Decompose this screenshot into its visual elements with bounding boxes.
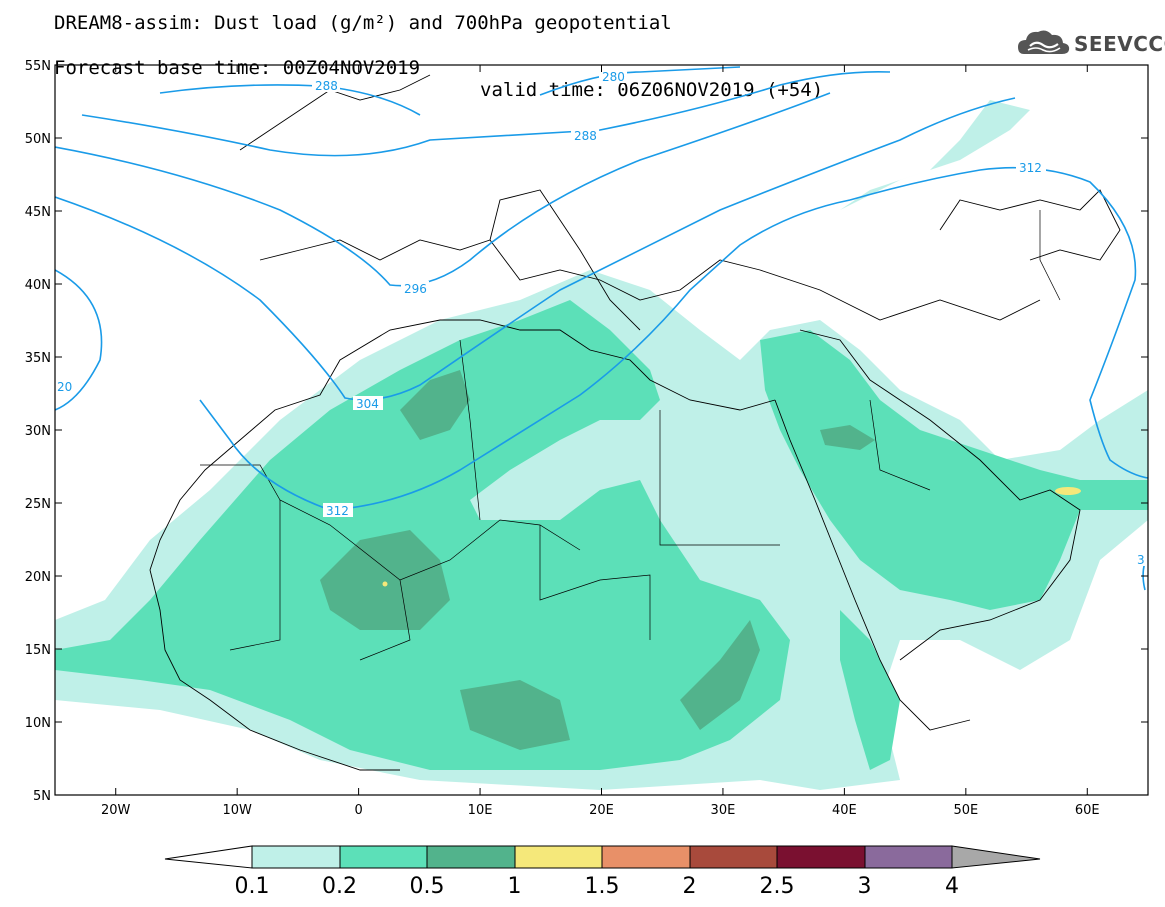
colorbar-bin-0.1 [251, 845, 341, 869]
lon-tick-label: 10E [468, 803, 493, 818]
contour-280 [539, 66, 741, 96]
lat-tick-label: 30N [25, 424, 51, 439]
dust-shading-0.1-ne [840, 100, 1030, 210]
contour-label: 280 [602, 70, 625, 84]
colorbar-bin-0.5 [426, 845, 516, 869]
valid-time: valid time: 06Z06NOV2019 (+54) [480, 79, 824, 101]
dust-shading-1.0-oman [1055, 487, 1081, 495]
lat-tick-label: 55N [25, 59, 51, 74]
lon-tick-label: 50E [953, 803, 978, 818]
colorbar-label: 0.1 [235, 874, 270, 899]
dust-shading-0.5-e [820, 425, 875, 450]
dust-shading-0.2 [55, 300, 790, 770]
contour-label: 20 [57, 380, 72, 394]
colorbar-label: 2 [683, 874, 697, 899]
map-title: DREAM8-assim: Dust load (g/m²) and 700hP… [54, 12, 672, 34]
contour-label: 296 [404, 282, 427, 296]
lat-tick-label: 40N [25, 278, 51, 293]
lon-tick-label: 0 [354, 803, 362, 818]
colorbar-bin-1.5 [601, 845, 691, 869]
lat-tick-label: 10N [25, 716, 51, 731]
cloud-logo-icon [1018, 30, 1070, 54]
colorbar-label: 3 [858, 874, 872, 899]
lat-tick-label: 35N [25, 351, 51, 366]
colorbar-low-arrow [164, 845, 253, 869]
colorbar-bin-1 [514, 845, 603, 869]
lat-tick-label: 50N [25, 132, 51, 147]
contour-label: 312 [326, 504, 349, 518]
contour-labels: 288 280 288 312 296 304 312 20 3 [55, 69, 1148, 567]
forecast-times: Forecast base time: 00Z04NOV2019 valid t… [54, 35, 823, 101]
lon-tick-label: 60E [1075, 803, 1100, 818]
colorbar-label: 1 [508, 874, 522, 899]
dust-shading-0.5-b [400, 370, 470, 440]
colorbar-label: 0.5 [410, 874, 445, 899]
colorbar-bin-2.5 [776, 845, 866, 869]
lat-tick-label: 45N [25, 205, 51, 220]
contour-312 [55, 269, 103, 411]
colorbar-bin-0.2 [339, 845, 428, 869]
seevccc-logo: SEEVCCC [1016, 26, 1165, 60]
colorbar-bin-2 [689, 845, 778, 869]
latitude-axis: 55N 50N 45N 40N 35N 30N 25N 20N 15N 10N 5N [25, 59, 1148, 804]
lon-tick-label: 10W [222, 803, 252, 818]
contour-label: 312 [1019, 161, 1042, 175]
colorbar-labels: 0.1 0.2 0.5 1 1.5 2 2.5 3 4 [235, 874, 960, 899]
contour-label: 288 [574, 129, 597, 143]
colorbar-label: 4 [945, 874, 959, 899]
contour-label: 304 [356, 397, 379, 411]
lon-tick-label: 20W [101, 803, 131, 818]
dust-shading-0.5-c [460, 680, 570, 750]
lat-tick-label: 15N [25, 643, 51, 658]
colorbar-label: 1.5 [585, 874, 620, 899]
colorbar-bin-3 [864, 845, 953, 869]
lat-tick-label: 5N [33, 789, 51, 804]
colorbar-label: 2.5 [760, 874, 795, 899]
contour-312-south [199, 199, 851, 511]
lon-tick-label: 20E [589, 803, 614, 818]
dust-shading-0.2-east [760, 330, 1148, 610]
lon-tick-label: 40E [832, 803, 857, 818]
colorbar: 0.1 0.2 0.5 1 1.5 2 2.5 3 4 [164, 845, 1041, 899]
map-field: 288 280 288 312 296 304 312 20 3 [55, 66, 1148, 790]
contour-label: 3 [1137, 553, 1145, 567]
colorbar-label: 0.2 [322, 874, 357, 899]
contour-288-north [159, 84, 421, 116]
lat-tick-label: 20N [25, 570, 51, 585]
contour-296 [55, 92, 831, 287]
contour-288 [81, 70, 891, 157]
contour-label: 288 [315, 79, 338, 93]
dust-shading-0.5-a [320, 530, 450, 630]
dust-shading-1.0-sahara [382, 581, 388, 587]
forecast-base-time: Forecast base time: 00Z04NOV2019 [54, 57, 421, 79]
colorbar-high-arrow [951, 845, 1041, 869]
dust-shading-0.5-d [680, 620, 760, 730]
lon-tick-label: 30E [711, 803, 736, 818]
dust-shading-0.2-ha [840, 610, 900, 770]
logo-text: SEEVCCC [1074, 32, 1165, 56]
contour-304 [55, 97, 1016, 401]
longitude-axis: 20W 10W 0 10E 20E 30E 40E 50E 60E [101, 65, 1100, 818]
lat-tick-label: 25N [25, 497, 51, 512]
contour-312-east [849, 166, 1148, 479]
